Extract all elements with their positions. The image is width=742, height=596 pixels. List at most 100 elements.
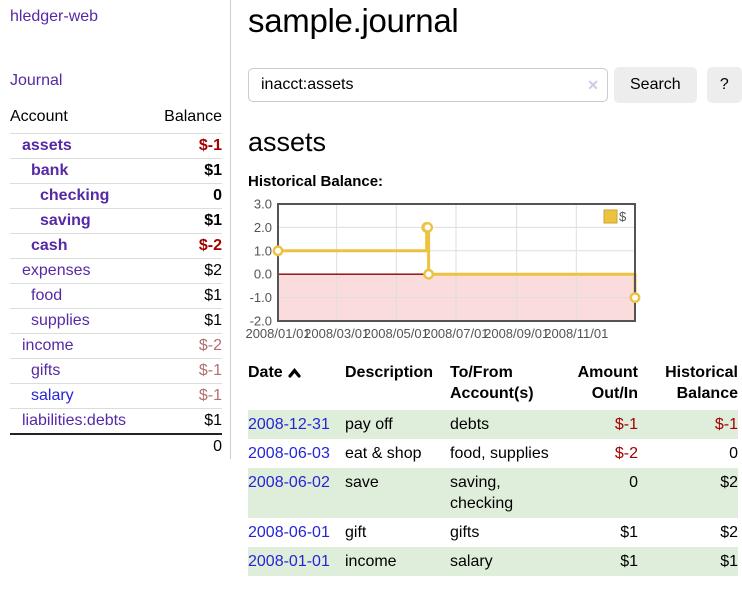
transaction-row: 2008-01-01 income salary $1 $1 xyxy=(248,547,738,576)
account-balance: $1 xyxy=(151,409,222,435)
account-name-cell: income xyxy=(10,334,151,359)
historical-balance-chart: $3.02.01.00.0-1.0-2.02008/01/012008/03/0… xyxy=(248,200,648,343)
register-table: Date Description To/From Account(s) Amou… xyxy=(248,360,738,576)
transaction-description: gift xyxy=(345,518,450,547)
account-link[interactable]: food xyxy=(10,286,62,306)
account-name-cell: gifts xyxy=(10,359,151,384)
account-name-cell: bank xyxy=(10,159,151,184)
account-row: assets $-1 xyxy=(10,134,222,159)
account-link[interactable]: salary xyxy=(10,386,74,406)
journal-link[interactable]: Journal xyxy=(10,72,62,89)
svg-text:-1.0: -1.0 xyxy=(250,290,272,305)
svg-text:2.0: 2.0 xyxy=(254,220,272,235)
transaction-amount: $-1 xyxy=(558,410,638,439)
account-link[interactable]: liabilities:debts xyxy=(10,411,126,431)
transaction-description: income xyxy=(345,547,450,576)
account-balance: $-1 xyxy=(151,134,222,159)
transaction-description: save xyxy=(345,468,450,518)
search-button[interactable]: Search xyxy=(614,67,697,103)
search-box: ✕ xyxy=(248,68,608,102)
account-name-cell: checking xyxy=(10,184,151,209)
account-row: supplies $1 xyxy=(10,309,222,334)
svg-text:2008/03/01: 2008/03/01 xyxy=(304,326,369,341)
svg-text:2008/11/01: 2008/11/01 xyxy=(544,326,608,341)
account-balance: $-1 xyxy=(151,359,222,384)
account-name-cell: expenses xyxy=(10,259,151,284)
clear-search-icon[interactable]: ✕ xyxy=(587,77,599,93)
transaction-date-link[interactable]: 2008-06-02 xyxy=(248,474,330,491)
help-button[interactable]: ? xyxy=(707,67,742,103)
account-row: checking 0 xyxy=(10,184,222,209)
account-balance: $1 xyxy=(151,309,222,334)
svg-text:1.0: 1.0 xyxy=(254,243,272,258)
account-row: cash $-2 xyxy=(10,234,222,259)
account-balance: $2 xyxy=(151,259,222,284)
transaction-description: eat & shop xyxy=(345,439,450,468)
transaction-accounts: salary xyxy=(450,547,558,576)
svg-text:0.0: 0.0 xyxy=(254,267,272,282)
transaction-balance: $2 xyxy=(638,518,738,547)
account-link[interactable]: expenses xyxy=(10,261,91,281)
account-link[interactable]: supplies xyxy=(10,311,90,331)
account-balance: $1 xyxy=(151,159,222,184)
accounts-col-balance: Balance xyxy=(151,106,222,134)
svg-text:2008/05/01: 2008/05/01 xyxy=(364,326,429,341)
accounts-table: Account Balance assets $-1 bank $1 check… xyxy=(10,106,222,459)
transaction-row: 2008-06-01 gift gifts $1 $2 xyxy=(248,518,738,547)
register-col-date[interactable]: Date xyxy=(248,360,345,410)
transaction-accounts: food, supplies xyxy=(450,439,558,468)
account-row: salary $-1 xyxy=(10,384,222,409)
accounts-total-row: 0 xyxy=(10,434,222,459)
search-input[interactable] xyxy=(248,68,608,102)
account-balance: 0 xyxy=(151,184,222,209)
register-col-date-label: Date xyxy=(248,362,283,383)
transaction-date-cell: 2008-01-01 xyxy=(248,547,345,576)
svg-text:2008/01/01: 2008/01/01 xyxy=(245,326,310,341)
account-heading: assets xyxy=(248,127,742,158)
page: hledger-web Journal Account Balance asse… xyxy=(0,0,742,596)
transaction-accounts: saving, checking xyxy=(450,468,558,518)
transaction-date-link[interactable]: 2008-12-31 xyxy=(248,416,330,433)
transaction-accounts: debts xyxy=(450,410,558,439)
account-name-cell: saving xyxy=(10,209,151,234)
transaction-row: 2008-06-02 save saving, checking 0 $2 xyxy=(248,468,738,518)
sidebar: hledger-web Journal Account Balance asse… xyxy=(0,0,231,459)
account-name-cell: salary xyxy=(10,384,151,409)
transaction-balance: 0 xyxy=(638,439,738,468)
page-title: sample.journal xyxy=(248,2,742,40)
register-col-accounts: To/From Account(s) xyxy=(450,360,558,410)
svg-text:2008/07/01: 2008/07/01 xyxy=(423,326,488,341)
account-link[interactable]: saving xyxy=(10,211,91,231)
account-row: income $-2 xyxy=(10,334,222,359)
sidebar-nav: Journal xyxy=(10,72,222,90)
account-link[interactable]: checking xyxy=(10,186,109,206)
accounts-total-spacer xyxy=(10,434,151,459)
app-title-link[interactable]: hledger-web xyxy=(10,8,98,25)
account-balance: $-1 xyxy=(151,384,222,409)
transaction-row: 2008-06-03 eat & shop food, supplies $-2… xyxy=(248,439,738,468)
app-title: hledger-web xyxy=(10,8,222,26)
accounts-col-account: Account xyxy=(10,106,151,134)
transaction-date-link[interactable]: 2008-06-01 xyxy=(248,524,330,541)
account-row: saving $1 xyxy=(10,209,222,234)
transaction-amount: $1 xyxy=(558,518,638,547)
account-row: liabilities:debts $1 xyxy=(10,409,222,435)
transaction-amount: $1 xyxy=(558,547,638,576)
transaction-date-cell: 2008-06-02 xyxy=(248,468,345,518)
account-row: bank $1 xyxy=(10,159,222,184)
account-name-cell: cash xyxy=(10,234,151,259)
chart-title: Historical Balance: xyxy=(248,173,742,190)
account-row: expenses $2 xyxy=(10,259,222,284)
account-link[interactable]: income xyxy=(10,336,74,356)
main-content: sample.journal ✕ Search ? assets Histori… xyxy=(231,0,742,596)
transaction-date-link[interactable]: 2008-01-01 xyxy=(248,553,330,570)
account-link[interactable]: bank xyxy=(10,161,68,181)
account-link[interactable]: cash xyxy=(10,236,67,256)
register-col-balance: Historical Balance xyxy=(638,360,738,410)
account-link[interactable]: gifts xyxy=(10,361,60,381)
transaction-date-link[interactable]: 2008-06-03 xyxy=(248,445,330,462)
account-link[interactable]: assets xyxy=(10,136,72,156)
transaction-date-cell: 2008-06-03 xyxy=(248,439,345,468)
transaction-row: 2008-12-31 pay off debts $-1 $-1 xyxy=(248,410,738,439)
sort-ascending-icon xyxy=(288,368,301,378)
